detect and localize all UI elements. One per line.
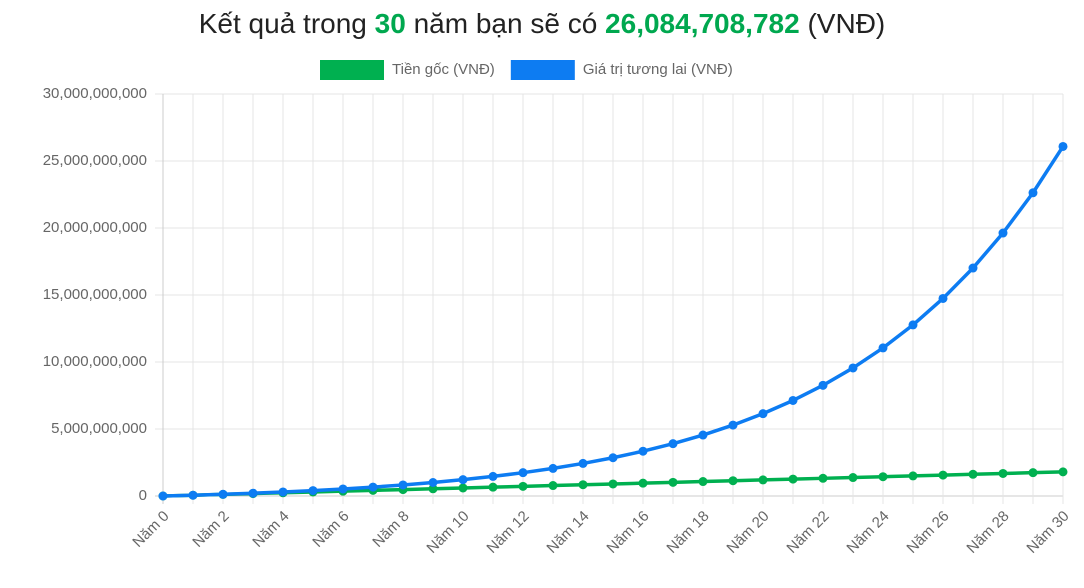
x-tick-label: Năm 0 <box>129 508 172 551</box>
data-point <box>1058 141 1068 151</box>
data-point <box>998 228 1008 238</box>
x-tick-label: Năm 4 <box>249 508 292 551</box>
legend-label: Tiền gốc (VNĐ) <box>392 61 495 78</box>
data-point <box>488 482 498 492</box>
x-tick-label: Năm 16 <box>603 508 652 557</box>
y-tick-label: 5,000,000,000 <box>51 420 147 437</box>
data-point <box>938 470 948 480</box>
data-point <box>818 380 828 390</box>
y-tick-label: 25,000,000,000 <box>43 152 147 169</box>
data-point <box>788 474 798 484</box>
data-point <box>728 420 738 430</box>
data-point <box>968 469 978 479</box>
data-point <box>908 471 918 481</box>
data-point <box>608 479 618 489</box>
data-point <box>1058 467 1068 477</box>
data-point <box>398 480 408 490</box>
data-point <box>188 490 198 500</box>
x-tick-label: Năm 6 <box>309 508 352 551</box>
title-text: Kết quả trong <box>198 8 367 39</box>
legend-swatch <box>320 60 384 80</box>
data-point <box>548 463 558 473</box>
data-point <box>308 486 318 496</box>
data-point <box>728 476 738 486</box>
data-point <box>878 343 888 353</box>
y-tick-label: 30,000,000,000 <box>43 85 147 102</box>
data-point <box>1028 468 1038 478</box>
title-amount: 26,084,708,782 <box>605 8 800 39</box>
data-point <box>848 363 858 373</box>
data-point <box>668 439 678 449</box>
data-point <box>758 409 768 419</box>
x-tick-label: Năm 8 <box>369 508 412 551</box>
data-point <box>518 468 528 478</box>
data-point <box>158 491 168 501</box>
data-point <box>368 482 378 492</box>
data-point <box>638 446 648 456</box>
x-tick-label: Năm 10 <box>423 508 472 557</box>
x-tick-label: Năm 14 <box>543 508 592 557</box>
data-point <box>278 487 288 497</box>
x-tick-label: Năm 22 <box>783 508 832 557</box>
x-tick-label: Năm 28 <box>963 508 1012 557</box>
title-years: 30 <box>374 8 406 39</box>
data-point <box>698 430 708 440</box>
data-point <box>998 468 1008 478</box>
x-tick-label: Năm 24 <box>843 508 892 557</box>
y-tick-label: 15,000,000,000 <box>43 286 147 303</box>
data-point <box>1028 188 1038 198</box>
data-point <box>578 458 588 468</box>
data-point <box>878 472 888 482</box>
data-point <box>548 481 558 491</box>
data-point <box>848 473 858 483</box>
data-point <box>488 471 498 481</box>
legend-label: Giá trị tương lai (VNĐ) <box>583 61 733 78</box>
data-point <box>668 477 678 487</box>
data-point <box>458 475 468 485</box>
data-point <box>758 475 768 485</box>
data-point <box>698 477 708 487</box>
data-point <box>938 293 948 303</box>
data-point <box>428 484 438 494</box>
data-point <box>818 473 828 483</box>
x-tick-label: Năm 20 <box>723 508 772 557</box>
title-text: năm bạn sẽ có <box>413 8 598 39</box>
data-point <box>908 320 918 330</box>
x-tick-label: Năm 18 <box>663 508 712 557</box>
data-point <box>428 478 438 488</box>
data-point <box>968 263 978 273</box>
data-point <box>608 453 618 463</box>
title-text: (VNĐ) <box>807 8 886 39</box>
x-tick-label: Năm 2 <box>189 508 232 551</box>
y-tick-label: 0 <box>139 487 147 504</box>
legend-swatch <box>510 60 575 80</box>
data-point <box>458 483 468 493</box>
data-point <box>788 395 798 405</box>
chart-title: Kết quả trong 30 năm bạn sẽ có 26,084,70… <box>0 8 1084 40</box>
data-point <box>578 480 588 490</box>
data-point <box>518 481 528 491</box>
y-tick-label: 20,000,000,000 <box>43 219 147 236</box>
data-point <box>338 484 348 494</box>
data-point <box>638 478 648 488</box>
x-tick-label: Năm 30 <box>1023 508 1072 557</box>
y-tick-label: 10,000,000,000 <box>43 353 147 370</box>
x-tick-label: Năm 12 <box>483 508 532 557</box>
x-tick-label: Năm 26 <box>903 508 952 557</box>
data-point <box>218 489 228 499</box>
data-point <box>248 488 258 498</box>
